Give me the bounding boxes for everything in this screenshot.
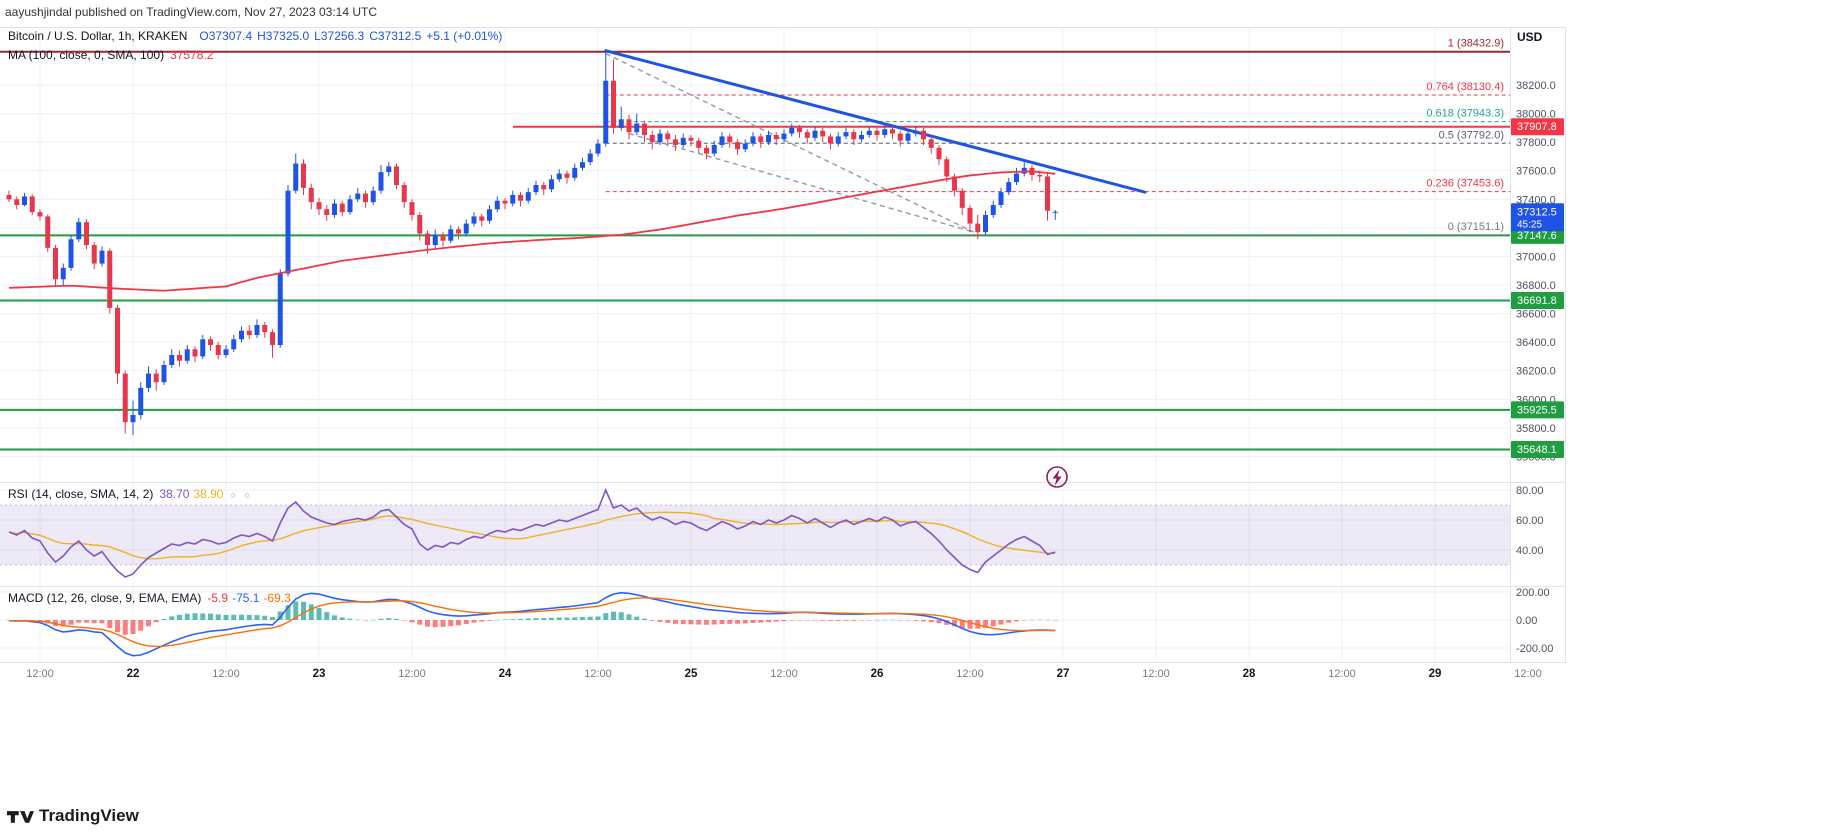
ohlc-high: H37325.0 — [257, 29, 310, 43]
ma-value: 37578.2 — [170, 48, 214, 62]
symbol-legend: Bitcoin / U.S. Dollar, 1h, KRAKEN O37307.… — [8, 29, 502, 43]
svg-text:0.00: 0.00 — [1516, 615, 1537, 627]
macd-line-value: -75.1 — [232, 591, 260, 605]
rsi-sma-value: 38.90 — [193, 487, 224, 501]
svg-text:29: 29 — [1429, 668, 1442, 680]
svg-text:37800.0: 37800.0 — [1516, 137, 1556, 149]
rsi-line — [8, 487, 1056, 578]
macd-histogram — [6, 601, 1058, 635]
price-axis[interactable]: 38200.038000.037800.037600.037400.037200… — [1516, 80, 1556, 655]
rsi-hline-markers-icon: ○ ○ — [230, 490, 253, 500]
svg-text:37147.6: 37147.6 — [1517, 230, 1557, 242]
svg-text:36200.0: 36200.0 — [1516, 366, 1556, 378]
svg-text:12:00: 12:00 — [956, 668, 984, 680]
ohlc-open: O37307.4 — [199, 29, 253, 43]
tradingview-logo-icon — [7, 810, 34, 823]
svg-text:0.618 (37943.3): 0.618 (37943.3) — [1426, 108, 1504, 120]
drawn-price-lines[interactable] — [0, 49, 1510, 451]
svg-text:12:00: 12:00 — [1142, 668, 1170, 680]
pane-separators — [0, 27, 1566, 663]
svg-text:38000.0: 38000.0 — [1516, 109, 1556, 121]
macd-label: MACD (12, 26, close, 9, EMA, EMA) — [8, 591, 202, 605]
svg-text:12:00: 12:00 — [26, 668, 54, 680]
svg-text:37000.0: 37000.0 — [1516, 251, 1556, 263]
svg-text:0.5 (37792.0): 0.5 (37792.0) — [1439, 129, 1504, 141]
svg-text:36800.0: 36800.0 — [1516, 280, 1556, 292]
svg-text:45:25: 45:25 — [1517, 219, 1542, 230]
svg-text:0 (37151.1): 0 (37151.1) — [1448, 221, 1504, 233]
svg-text:22: 22 — [127, 668, 140, 680]
svg-text:60.00: 60.00 — [1516, 515, 1544, 527]
svg-text:200.00: 200.00 — [1516, 587, 1550, 599]
tradingview-attribution[interactable]: TradingView — [7, 806, 139, 826]
candles-layer[interactable] — [6, 51, 1058, 435]
svg-text:37312.5: 37312.5 — [1517, 206, 1557, 218]
svg-text:37907.8: 37907.8 — [1517, 121, 1557, 133]
ma100-line — [8, 170, 1056, 292]
macd-signal-line — [8, 597, 1056, 648]
rsi-value: 38.70 — [159, 487, 190, 501]
svg-text:12:00: 12:00 — [584, 668, 612, 680]
svg-text:12:00: 12:00 — [212, 668, 240, 680]
svg-text:-200.00: -200.00 — [1516, 643, 1553, 655]
svg-text:12:00: 12:00 — [770, 668, 798, 680]
svg-text:36400.0: 36400.0 — [1516, 337, 1556, 349]
svg-text:25: 25 — [685, 668, 698, 680]
rsi-legend: RSI (14, close, SMA, 14, 2) 38.70 38.90 ○ ○ — [8, 487, 253, 501]
macd-legend: MACD (12, 26, close, 9, EMA, EMA) -5.9 -75… — [8, 591, 291, 605]
rsi-band — [0, 504, 1510, 566]
svg-text:27: 27 — [1057, 668, 1070, 680]
svg-text:36600.0: 36600.0 — [1516, 309, 1556, 321]
price-tags: 37907.8 37147.6 36691.8 35925.5 35648.1 37312… — [1511, 118, 1564, 459]
svg-text:28: 28 — [1243, 668, 1256, 680]
svg-text:26: 26 — [871, 668, 884, 680]
price-change: +5.1 (+0.01%) — [426, 29, 503, 43]
ohlc-low: L37256.3 — [314, 29, 365, 43]
symbol-title: Bitcoin / U.S. Dollar, 1h, KRAKEN — [8, 29, 188, 43]
svg-text:37600.0: 37600.0 — [1516, 166, 1556, 178]
svg-text:23: 23 — [313, 668, 326, 680]
svg-text:40.00: 40.00 — [1516, 545, 1544, 557]
svg-text:0.764 (38130.4): 0.764 (38130.4) — [1426, 81, 1504, 93]
tradingview-wordmark: TradingView — [39, 806, 139, 825]
time-axis[interactable]: 12:00 22 12:00 23 12:00 24 12:00 25 12:00 26 12:00… — [26, 668, 1542, 680]
ma-legend: MA (100, close, 0, SMA, 100) 37578.2 — [8, 48, 213, 62]
price-axis-currency[interactable]: USD — [1517, 30, 1543, 44]
rsi-sma-line — [8, 511, 1056, 560]
macd-signal-value: -69.3 — [263, 591, 291, 605]
svg-text:12:00: 12:00 — [1514, 668, 1542, 680]
svg-text:35800.0: 35800.0 — [1516, 423, 1556, 435]
svg-text:36691.8: 36691.8 — [1517, 295, 1557, 307]
svg-text:1 (38432.9): 1 (38432.9) — [1448, 38, 1504, 50]
ma-label: MA (100, close, 0, SMA, 100) — [8, 48, 165, 62]
svg-text:0.236 (37453.6): 0.236 (37453.6) — [1426, 178, 1504, 190]
svg-text:35648.1: 35648.1 — [1517, 444, 1557, 456]
svg-text:80.00: 80.00 — [1516, 485, 1544, 497]
ohlc-close: C37312.5 — [369, 29, 422, 43]
svg-text:38200.0: 38200.0 — [1516, 80, 1556, 92]
svg-text:24: 24 — [499, 668, 512, 680]
svg-text:35925.5: 35925.5 — [1517, 404, 1557, 416]
macd-hist-value: -5.9 — [207, 591, 229, 605]
publish-attribution: aayushjindal published on TradingView.co… — [5, 5, 378, 19]
lightning-icon[interactable] — [1046, 466, 1068, 488]
svg-text:12:00: 12:00 — [398, 668, 426, 680]
rsi-label: RSI (14, close, SMA, 14, 2) — [8, 487, 154, 501]
fib-labels: 1 (38432.9) 0.764 (38130.4) 0.618 (37943.3… — [1426, 38, 1504, 233]
grid-lines — [0, 28, 1510, 663]
svg-text:12:00: 12:00 — [1328, 668, 1356, 680]
